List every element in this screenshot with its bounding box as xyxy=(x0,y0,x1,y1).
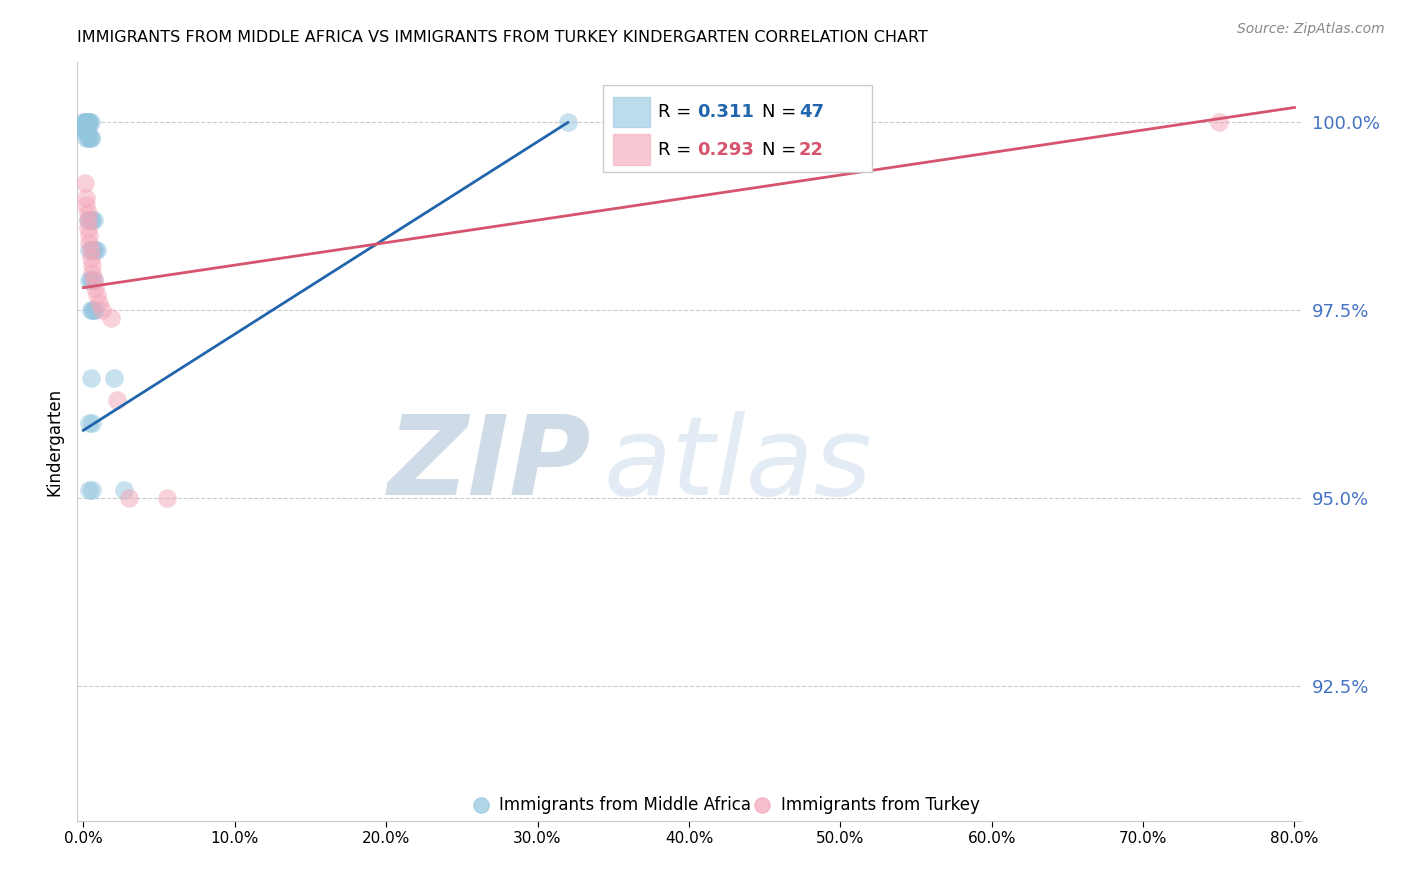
Point xyxy=(80,370,103,384)
Point xyxy=(83,243,105,257)
Point xyxy=(72,115,94,129)
Point xyxy=(77,123,100,137)
Point xyxy=(75,115,97,129)
Text: R =: R = xyxy=(658,141,697,159)
Point xyxy=(75,190,97,204)
Point xyxy=(77,115,100,129)
Y-axis label: Kindergarten: Kindergarten xyxy=(45,387,63,496)
Point xyxy=(73,115,96,129)
Point xyxy=(82,243,104,257)
Point xyxy=(80,303,103,318)
Point xyxy=(73,123,96,137)
Point xyxy=(77,213,100,227)
Text: 22: 22 xyxy=(799,141,824,159)
Point xyxy=(112,483,135,498)
Point xyxy=(79,130,101,145)
Point xyxy=(80,130,103,145)
Point xyxy=(83,303,105,318)
Point xyxy=(80,251,103,265)
Point xyxy=(156,491,179,505)
Point xyxy=(105,393,128,408)
Point xyxy=(82,266,104,280)
Text: 47: 47 xyxy=(799,103,824,120)
Point xyxy=(80,213,103,227)
Text: Immigrants from Turkey: Immigrants from Turkey xyxy=(780,797,980,814)
Point xyxy=(79,243,101,257)
Point xyxy=(75,115,97,129)
Point xyxy=(83,213,105,227)
Point xyxy=(79,115,101,129)
Point xyxy=(82,258,104,272)
Text: atlas: atlas xyxy=(603,411,872,517)
Point xyxy=(77,115,100,129)
Text: Source: ZipAtlas.com: Source: ZipAtlas.com xyxy=(1237,22,1385,37)
Point xyxy=(82,483,104,498)
Text: 0.311: 0.311 xyxy=(697,103,755,120)
Point xyxy=(75,123,97,137)
Point xyxy=(79,115,101,129)
FancyBboxPatch shape xyxy=(613,135,650,165)
Point xyxy=(77,220,100,235)
Point xyxy=(79,273,101,287)
Text: IMMIGRANTS FROM MIDDLE AFRICA VS IMMIGRANTS FROM TURKEY KINDERGARTEN CORRELATION: IMMIGRANTS FROM MIDDLE AFRICA VS IMMIGRA… xyxy=(77,29,928,45)
Point xyxy=(77,205,100,219)
Point xyxy=(84,303,107,318)
Text: N =: N = xyxy=(762,141,803,159)
Point xyxy=(73,176,96,190)
Point xyxy=(72,123,94,137)
Point xyxy=(77,213,100,227)
Point xyxy=(80,115,103,129)
Point xyxy=(83,273,105,287)
Text: ZIP: ZIP xyxy=(388,411,591,517)
FancyBboxPatch shape xyxy=(613,96,650,127)
Point xyxy=(84,280,107,294)
Point xyxy=(90,303,112,318)
Point xyxy=(75,123,97,137)
Point xyxy=(103,370,125,384)
Text: N =: N = xyxy=(762,103,803,120)
Point xyxy=(75,130,97,145)
Point xyxy=(86,243,108,257)
Point xyxy=(80,273,103,287)
Point xyxy=(84,243,107,257)
Text: Immigrants from Middle Africa: Immigrants from Middle Africa xyxy=(499,797,751,814)
Point xyxy=(80,243,103,257)
Point xyxy=(73,115,96,129)
Point xyxy=(118,491,141,505)
Point xyxy=(82,416,104,430)
Point xyxy=(82,273,104,287)
Point xyxy=(79,213,101,227)
FancyBboxPatch shape xyxy=(603,85,873,172)
Point xyxy=(83,273,105,287)
Point xyxy=(75,198,97,212)
Point xyxy=(86,288,108,302)
Point xyxy=(79,483,101,498)
Point xyxy=(79,416,101,430)
Point xyxy=(100,310,122,325)
Point xyxy=(557,115,579,129)
Point xyxy=(79,235,101,250)
Text: R =: R = xyxy=(658,103,697,120)
Point xyxy=(82,303,104,318)
Point xyxy=(80,130,103,145)
Point xyxy=(77,130,100,145)
Text: 0.293: 0.293 xyxy=(697,141,755,159)
Point xyxy=(1208,115,1230,129)
Point xyxy=(82,213,104,227)
Point xyxy=(87,295,110,310)
Point xyxy=(79,228,101,243)
